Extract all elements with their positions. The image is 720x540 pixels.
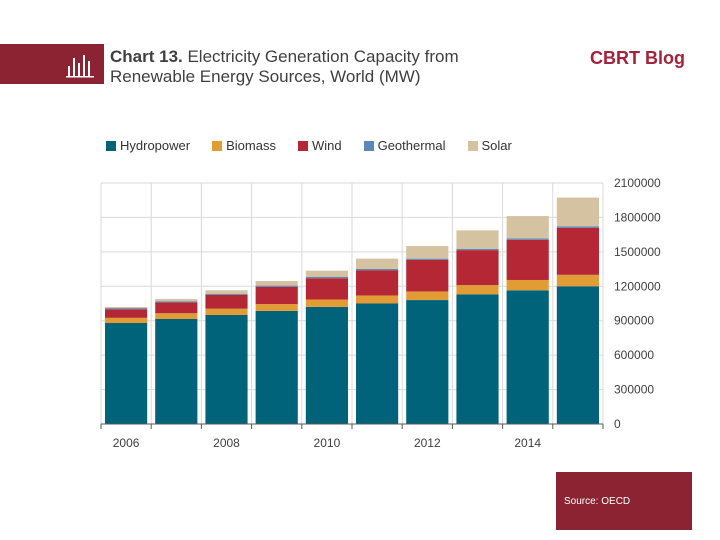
bar-segment-hydropower — [556, 286, 599, 424]
bar-segment-geothermal — [305, 276, 348, 279]
legend-swatch — [363, 140, 374, 151]
legend-label: Solar — [481, 138, 512, 153]
bar-segment-solar — [406, 246, 449, 259]
bar-segment-biomass — [205, 308, 248, 315]
legend-item-geothermal: Geothermal — [363, 138, 446, 153]
y-tick-label: 1800000 — [614, 210, 661, 224]
bar-segment-biomass — [456, 285, 499, 295]
y-tick-label: 900000 — [614, 314, 654, 328]
legend-item-biomass: Biomass — [212, 138, 276, 153]
legend-swatch — [212, 140, 223, 151]
chart-number: Chart 13. — [110, 47, 183, 66]
bar-chart-icon — [66, 55, 94, 78]
x-tick-label: 2014 — [514, 436, 541, 450]
bar-segment-solar — [255, 281, 298, 286]
bar-segment-solar — [155, 298, 198, 302]
bar-segment-geothermal — [105, 308, 148, 310]
bar-segment-hydropower — [356, 303, 399, 424]
x-tick-label: 2006 — [113, 436, 140, 450]
bar-segment-geothermal — [255, 285, 298, 287]
bar-segment-biomass — [406, 291, 449, 301]
y-tick-label: 2100000 — [614, 176, 661, 190]
legend-item-solar: Solar — [467, 138, 512, 153]
brand-label: CBRT Blog — [590, 48, 685, 68]
bar-segment-hydropower — [305, 306, 348, 424]
title-text-line2: Renewable Energy Sources, World (MW) — [110, 67, 421, 86]
bar-segment-wind — [105, 309, 148, 318]
legend-item-hydropower: Hydropower — [106, 138, 190, 153]
bar-segment-wind — [556, 227, 599, 275]
bar-segment-wind — [155, 302, 198, 314]
bar-segment-biomass — [556, 274, 599, 287]
bar-segment-geothermal — [205, 293, 248, 295]
y-tick-label: 0 — [614, 417, 621, 431]
bar-segment-geothermal — [155, 301, 198, 303]
y-tick-label: 1500000 — [614, 245, 661, 259]
source-box: Source: OECD — [556, 472, 692, 530]
bar-segment-wind — [205, 294, 248, 309]
bar-segment-hydropower — [205, 314, 248, 424]
bar-segment-biomass — [155, 313, 198, 319]
legend-label: Hydropower — [120, 138, 191, 153]
bar-segment-geothermal — [556, 226, 599, 228]
bar-segment-biomass — [506, 279, 549, 291]
bar-segment-solar — [456, 230, 499, 249]
legend-swatch — [106, 140, 116, 151]
bar-segment-biomass — [305, 299, 348, 307]
chart-title: Chart 13. Electricity Generation Capacit… — [110, 47, 459, 87]
bar-segment-solar — [556, 197, 599, 227]
bar-segment-wind — [255, 286, 298, 305]
bar-segment-geothermal — [456, 248, 499, 251]
bar-segment-hydropower — [155, 318, 198, 424]
bar-segment-solar — [506, 216, 549, 239]
title-text-line1: Electricity Generation Capacity from — [182, 47, 459, 66]
bar-segment-hydropower — [406, 300, 449, 424]
bar-segment-hydropower — [506, 290, 549, 424]
y-tick-label: 600000 — [614, 348, 654, 362]
y-tick-label: 1200000 — [614, 279, 661, 293]
source-label: Source: OECD — [564, 496, 631, 507]
legend-swatch — [467, 140, 478, 151]
x-tick-label: 2010 — [314, 436, 341, 450]
bar-segment-wind — [406, 259, 449, 292]
bar-segment-wind — [456, 250, 499, 286]
bar-segment-geothermal — [506, 238, 549, 240]
bar-segment-solar — [105, 306, 148, 309]
bar-segment-biomass — [356, 295, 399, 304]
bar-segment-geothermal — [406, 258, 449, 260]
bar-segment-wind — [506, 239, 549, 280]
legend-label: Geothermal — [377, 138, 446, 153]
bar-segment-biomass — [105, 317, 148, 324]
legend-label: Wind — [311, 138, 342, 153]
bar-segment-geothermal — [356, 268, 399, 271]
legend-item-wind: Wind — [297, 138, 342, 153]
legend-label: Biomass — [226, 138, 276, 153]
bar-segment-hydropower — [255, 310, 298, 424]
bar-segment-solar — [305, 270, 348, 277]
x-tick-label: 2012 — [414, 436, 441, 450]
bar-segment-wind — [305, 278, 348, 300]
bar-segment-solar — [205, 290, 248, 294]
x-tick-label: 2008 — [213, 436, 240, 450]
bar-segment-biomass — [255, 304, 298, 311]
bar-segment-wind — [356, 270, 399, 296]
bar-segment-hydropower — [456, 294, 499, 424]
legend-swatch — [297, 140, 308, 151]
bar-segment-hydropower — [105, 323, 148, 424]
chart-legend: Hydropower Biomass Wind Geothermal Solar — [106, 138, 512, 153]
y-tick-label: 300000 — [614, 383, 654, 397]
bar-segment-solar — [356, 258, 399, 269]
